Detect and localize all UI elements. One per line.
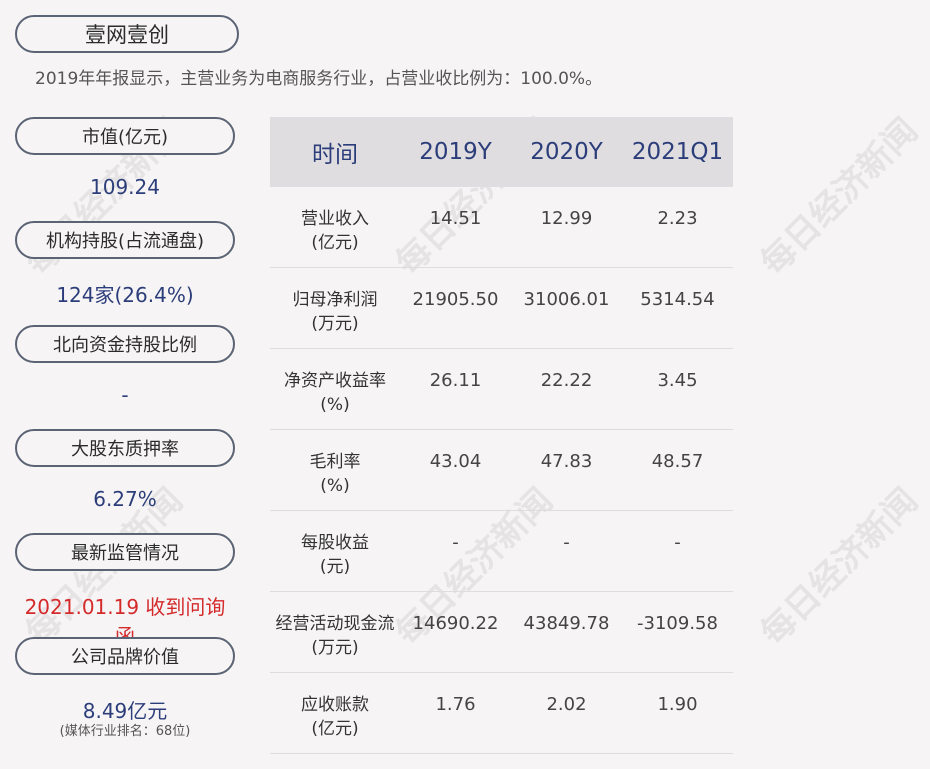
market-cap-value: 109.24	[90, 175, 160, 199]
business-description: 2019年年报显示，主营业务为电商服务行业，占营业收比例为：100.0%。	[35, 69, 603, 89]
cell-value: 47.83	[540, 451, 593, 472]
cell-value: 1.76	[435, 694, 476, 715]
row-unit: (%)	[320, 395, 350, 415]
company-title: 壹网壹创	[15, 15, 239, 53]
cell-value: -	[452, 532, 459, 553]
header-2020y: 2020Y	[530, 139, 603, 165]
table-row: 应收账款 (亿元) 1.76 2.02 1.90	[270, 673, 733, 754]
table-row: 毛利率 (%) 43.04 47.83 48.57	[270, 430, 733, 511]
watermark: 每日经济新闻	[753, 110, 926, 284]
cell-value: 43.04	[429, 451, 482, 472]
cell-value: -	[674, 532, 681, 553]
row-label: 营业收入 (亿元)	[270, 187, 400, 255]
brand-value-value: 8.49亿元	[82, 699, 168, 723]
cell-value: 2.02	[546, 694, 587, 715]
row-name: 营业收入	[301, 209, 369, 229]
market-cap-label: 市值(亿元)	[15, 117, 235, 155]
cell-value: 1.90	[657, 694, 698, 715]
cell-value: 2.23	[657, 208, 698, 229]
row-name: 净资产收益率	[284, 371, 386, 391]
watermark: 每日经济新闻	[753, 480, 926, 654]
pledge-ratio-value: 6.27%	[93, 487, 157, 511]
brand-rank-note: (媒体行业排名：68位)	[59, 724, 191, 739]
row-label: 每股收益 (元)	[270, 511, 400, 579]
row-label: 应收账款 (亿元)	[270, 673, 400, 741]
row-unit: (万元)	[311, 314, 359, 334]
cell-value: 26.11	[429, 370, 482, 391]
cell-value: 5314.54	[640, 289, 715, 310]
northbound-ratio-label: 北向资金持股比例	[15, 325, 235, 363]
row-label: 经营活动现金流 (万元)	[270, 592, 400, 660]
cell-value: -3109.58	[637, 613, 718, 634]
cell-value: 12.99	[540, 208, 593, 229]
pledge-ratio-label: 大股东质押率	[15, 429, 235, 467]
cell-value: 31006.01	[523, 289, 610, 310]
row-label: 毛利率 (%)	[270, 430, 400, 498]
cell-value: 3.45	[657, 370, 698, 391]
header-2021q1: 2021Q1	[631, 139, 724, 165]
cell-value: 14690.22	[412, 613, 499, 634]
row-name: 经营活动现金流	[275, 614, 395, 634]
cell-value: 14.51	[429, 208, 482, 229]
regulation-status-label: 最新监管情况	[15, 533, 235, 571]
cell-value: 43849.78	[523, 613, 610, 634]
row-unit: (亿元)	[311, 719, 359, 739]
institution-holding-label: 机构持股(占流通盘)	[15, 221, 235, 259]
row-label: 归母净利润 (万元)	[270, 268, 400, 336]
table-row: 每股收益 (元) - - -	[270, 511, 733, 592]
table-header: 时间 2019Y 2020Y 2021Q1	[270, 117, 733, 187]
header-time: 时间	[312, 142, 358, 168]
table-row: 营业收入 (亿元) 14.51 12.99 2.23	[270, 187, 733, 268]
brand-value-label: 公司品牌价值	[15, 637, 235, 675]
row-name: 应收账款	[301, 695, 369, 715]
row-name: 每股收益	[301, 533, 369, 553]
cell-value: 48.57	[651, 451, 704, 472]
row-unit: (万元)	[311, 638, 359, 658]
row-name: 归母净利润	[292, 290, 378, 310]
row-unit: (亿元)	[311, 233, 359, 253]
table-row: 经营活动现金流 (万元) 14690.22 43849.78 -3109.58	[270, 592, 733, 673]
cell-value: 21905.50	[412, 289, 499, 310]
table-row: 净资产收益率 (%) 26.11 22.22 3.45	[270, 349, 733, 430]
table-row: 归母净利润 (万元) 21905.50 31006.01 5314.54	[270, 268, 733, 349]
cell-value: 22.22	[540, 370, 593, 391]
row-name: 毛利率	[309, 452, 361, 472]
northbound-ratio-value: -	[121, 383, 129, 407]
row-label: 净资产收益率 (%)	[270, 349, 400, 417]
financial-table: 时间 2019Y 2020Y 2021Q1 营业收入 (亿元) 14.51 12.…	[270, 117, 733, 754]
institution-holding-value: 124家(26.4%)	[56, 283, 194, 307]
cell-value: -	[563, 532, 570, 553]
header-2019y: 2019Y	[419, 139, 492, 165]
row-unit: (%)	[320, 476, 350, 496]
row-unit: (元)	[319, 557, 351, 577]
